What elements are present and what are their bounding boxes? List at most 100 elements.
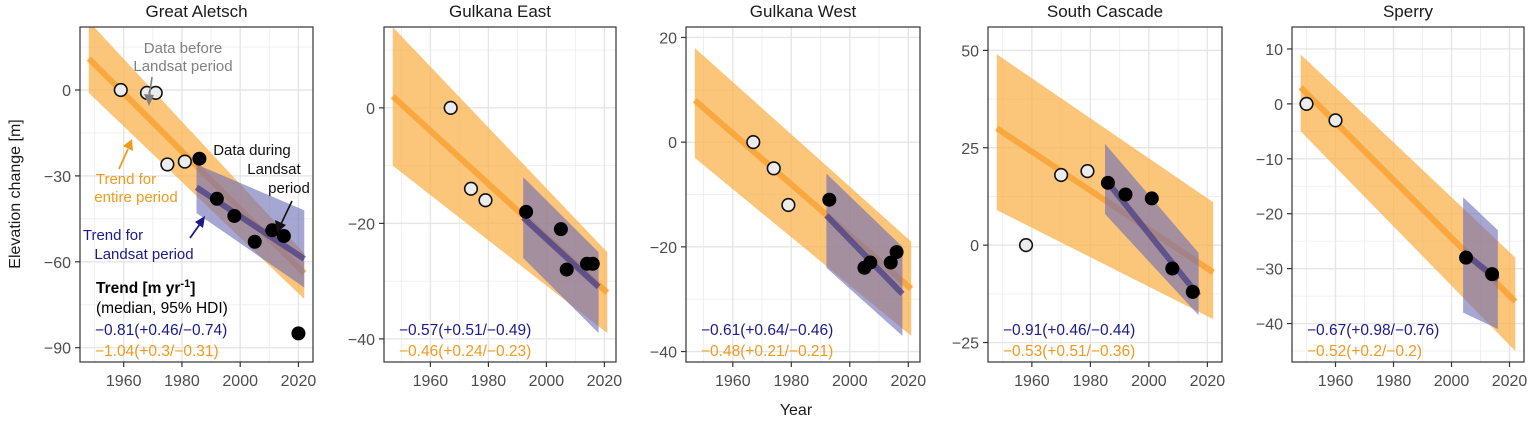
y-tick-label: −30 — [1256, 262, 1283, 279]
data-point-during-landsat — [192, 151, 207, 166]
chart-panel: Great Aletsch 1960 1980 2000 2020 0 −30 −60 −90 −… — [44, 2, 317, 390]
data-point-during-landsat — [553, 222, 568, 237]
annotation-trend-landsat: Landsat period — [94, 246, 193, 263]
x-tick-label: 2020 — [587, 373, 623, 390]
data-point-during-landsat — [1459, 250, 1473, 265]
chart-title: Great Aletsch — [145, 2, 247, 21]
data-point-during-landsat — [1118, 187, 1133, 202]
data-point-before-landsat — [113, 82, 128, 98]
annotation-trend-landsat: Trend for — [83, 227, 143, 244]
data-point-before-landsat — [1328, 113, 1343, 128]
chart-panel: Gulkana East 1960 1980 2000 2020 0 −20 −40 −0.57… — [348, 2, 623, 390]
data-point-before-landsat — [160, 157, 175, 172]
annotation-during-landsat: period — [268, 180, 310, 197]
y-tick-label: 10 — [1265, 42, 1283, 59]
data-point-during-landsat — [585, 256, 600, 271]
data-point-before-landsat — [478, 193, 493, 208]
data-point-before-landsat — [746, 135, 761, 150]
panel-border — [383, 26, 617, 363]
x-tick-label: 1980 — [471, 373, 507, 390]
data-point-during-landsat — [1144, 191, 1159, 206]
y-tick-label: 50 — [961, 43, 979, 60]
data-point-during-landsat — [822, 192, 837, 207]
x-tick-label: 1960 — [1318, 373, 1354, 390]
annotation-arrow-entire — [118, 148, 129, 170]
y-tick-label: 0 — [1274, 97, 1283, 114]
annotation-before-landsat: Data before — [144, 40, 222, 57]
trend-entire-value: −0.53(+0.51/−0.36) — [1003, 343, 1135, 360]
annotation-during-landsat: Landsat — [247, 161, 301, 178]
y-tick-label: −60 — [44, 255, 71, 272]
entire-period-band — [1300, 54, 1516, 352]
data-point-during-landsat — [1100, 175, 1115, 190]
x-tick-label: 1960 — [715, 373, 751, 390]
data-point-before-landsat — [1080, 164, 1095, 179]
trend-legend-header: Trend [m yr-1] — [96, 278, 195, 297]
data-point-before-landsat — [1018, 238, 1034, 253]
x-tick-label: 2020 — [1492, 373, 1528, 390]
landsat-period-trend-line — [521, 215, 601, 290]
data-point-during-landsat — [863, 255, 878, 270]
x-axis-label: Year — [780, 402, 813, 419]
y-tick-label: −40 — [650, 345, 677, 362]
x-tick-label: 1980 — [774, 373, 810, 390]
data-point-during-landsat — [227, 208, 242, 223]
plot-area — [384, 27, 616, 362]
trend-landsat-value: −0.57(+0.51/−0.49) — [399, 322, 531, 339]
data-point-before-landsat — [1299, 96, 1314, 111]
y-tick-label: −40 — [348, 332, 375, 349]
data-point-during-landsat — [1185, 284, 1200, 299]
panel-border — [987, 26, 1223, 363]
panel-border — [1291, 26, 1525, 363]
landsat-period-trend-line — [824, 213, 905, 297]
data-point-during-landsat — [291, 326, 306, 341]
annotation-arrow-during — [280, 200, 293, 225]
x-tick-label: 1980 — [1376, 373, 1412, 390]
x-tick-label: 1960 — [1014, 373, 1050, 390]
data-point-during-landsat — [883, 255, 898, 270]
data-point-before-landsat — [781, 197, 796, 213]
chart-panel: South Cascade 1960 1980 2000 2020 50 25 0 −25 −0.… — [952, 2, 1225, 390]
y-tick-label: −20 — [650, 240, 677, 257]
trend-entire-value: −0.48(+0.21/−0.21) — [701, 343, 833, 360]
y-tick-label: 20 — [659, 30, 677, 47]
data-point-before-landsat — [177, 154, 192, 169]
panel-border — [79, 26, 314, 363]
y-tick-label: −20 — [348, 216, 375, 233]
annotation-arrow-before-head — [144, 94, 154, 106]
x-tick-label: 1960 — [413, 373, 449, 390]
trend-landsat-value: −0.61(+0.64/−0.46) — [701, 322, 833, 339]
x-tick-label: 1980 — [1073, 373, 1109, 390]
data-point-during-landsat — [559, 262, 574, 277]
x-tick-label: 2020 — [281, 373, 317, 390]
y-tick-label: −90 — [44, 341, 71, 358]
y-tick-label: −10 — [1256, 152, 1283, 169]
data-point-before-landsat — [1054, 167, 1069, 183]
annotation-arrow-entire-head — [123, 139, 133, 151]
annotation-before-landsat: Landsat period — [133, 58, 232, 75]
y-tick-label: 0 — [970, 238, 979, 255]
trend-entire-value: −0.46(+0.24/−0.23) — [399, 343, 531, 360]
y-tick-label: 0 — [366, 101, 375, 118]
annotation-arrow-before — [148, 76, 153, 99]
plot-area — [686, 27, 920, 362]
y-tick-label: 0 — [668, 135, 677, 152]
y-tick-label: −25 — [952, 336, 979, 353]
y-tick-label: 25 — [961, 141, 979, 158]
y-tick-label: −20 — [1256, 207, 1283, 224]
data-point-during-landsat — [209, 191, 224, 206]
annotation-trend-entire: entire period — [94, 189, 177, 206]
x-tick-label: 1980 — [164, 373, 200, 390]
annotation-trend-entire: Trend for — [96, 171, 156, 188]
y-tick-label: −40 — [1256, 317, 1283, 334]
data-point-during-landsat — [519, 204, 534, 219]
x-tick-label: 2000 — [1131, 373, 1167, 390]
x-tick-label: 2000 — [832, 373, 868, 390]
trend-entire-value: −0.52(+0.2/−0.2) — [1307, 343, 1422, 360]
trend-entire-value: −1.04(+0.3/−0.31) — [95, 343, 219, 360]
y-tick-label: −30 — [44, 169, 71, 186]
data-point-during-landsat — [276, 229, 291, 244]
plot-area — [1292, 27, 1524, 362]
x-tick-label: 1960 — [106, 373, 142, 390]
data-point-before-landsat — [766, 161, 781, 176]
